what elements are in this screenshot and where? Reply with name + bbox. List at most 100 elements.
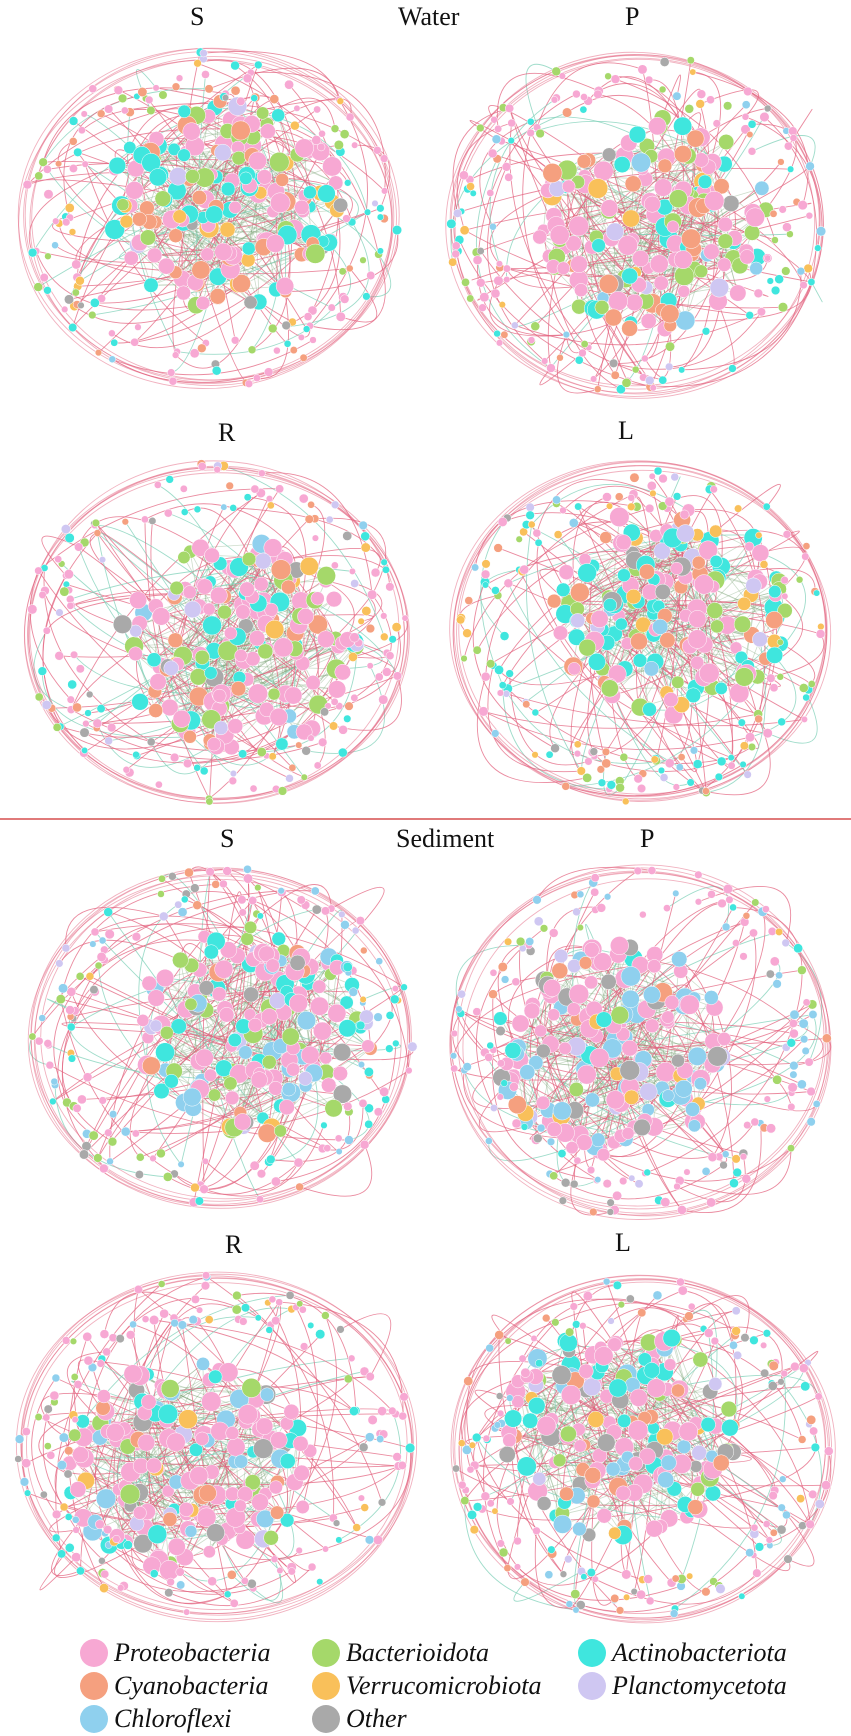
network-node [360, 542, 371, 553]
network-edge [84, 1457, 403, 1469]
network-node [486, 189, 495, 197]
network-node [131, 693, 149, 711]
network-node [744, 224, 761, 241]
network-node [350, 579, 359, 588]
network-edge [453, 461, 828, 797]
network-node [195, 295, 211, 311]
network-edge [509, 108, 651, 387]
network-node [763, 1095, 771, 1103]
network-node [796, 267, 806, 276]
network-node [119, 214, 134, 229]
network-edge [174, 596, 243, 606]
network-node [575, 1134, 593, 1151]
network-node [694, 870, 703, 879]
network-node [317, 142, 326, 152]
network-node [631, 365, 640, 374]
network-node [728, 364, 737, 373]
network-node [295, 1499, 310, 1515]
network-node [303, 312, 313, 321]
network-node [751, 898, 760, 907]
network-node [707, 1046, 728, 1067]
network-edge [767, 687, 818, 744]
network-edge [202, 871, 211, 1190]
network-edge [196, 114, 336, 184]
network-node [106, 722, 117, 733]
network-node [647, 866, 657, 875]
network-node [132, 750, 140, 759]
network-node [106, 1423, 125, 1442]
network-node [273, 637, 294, 658]
network-node [610, 370, 620, 380]
network-node [171, 351, 180, 359]
network-edge [684, 258, 768, 281]
network-node [498, 301, 506, 309]
network-node [658, 501, 668, 511]
network-node [573, 750, 582, 758]
network-node [193, 764, 201, 772]
network-node [456, 615, 466, 625]
section-divider [0, 818, 851, 820]
network-node [671, 1053, 685, 1068]
network-node [334, 663, 351, 681]
network-edge [630, 902, 723, 1000]
network-node [180, 895, 189, 904]
network-node [486, 1041, 494, 1050]
network-node [184, 867, 194, 878]
network-node [648, 472, 656, 480]
network-edge [206, 1276, 383, 1503]
network-nodes [22, 47, 403, 388]
network-node [77, 1094, 87, 1105]
network-node [709, 278, 730, 298]
network-edge [247, 878, 410, 1071]
network-node [722, 195, 740, 212]
network-node [747, 742, 757, 751]
section-title-sediment: Sediment [396, 824, 495, 853]
network-node [401, 614, 409, 622]
network-node [222, 866, 232, 876]
network-node [206, 737, 222, 752]
network-node [94, 349, 103, 357]
network-node [690, 655, 705, 670]
network-node [52, 217, 60, 225]
network-node [594, 1176, 602, 1184]
network-node [498, 681, 507, 690]
network-node [701, 327, 711, 336]
network-node [184, 1525, 198, 1538]
network-node [595, 1011, 613, 1028]
network-node [332, 1084, 353, 1104]
network-node [649, 489, 657, 497]
network-node [743, 770, 752, 779]
network-node [629, 472, 640, 483]
network-edge [115, 1363, 204, 1433]
network-node [194, 649, 210, 665]
network-node [279, 1513, 295, 1528]
network-node [324, 1099, 343, 1118]
network-edge [94, 1373, 134, 1530]
network-node [484, 1052, 494, 1062]
network-node [672, 889, 680, 897]
network-node [549, 1171, 559, 1181]
network-node [541, 357, 549, 365]
network-node [550, 96, 559, 104]
network-node [764, 254, 772, 262]
network-node [806, 1086, 816, 1097]
network-node [50, 1077, 59, 1086]
network-node [49, 1097, 57, 1106]
network-node [344, 179, 352, 187]
network-edge [70, 991, 194, 1109]
network-node [798, 683, 809, 693]
network-node [159, 911, 169, 922]
network-node [616, 384, 626, 395]
network-node [199, 766, 209, 776]
network-node [348, 567, 356, 575]
network-node [256, 169, 273, 185]
network-node [66, 695, 75, 704]
network-node [256, 1195, 265, 1204]
network-node [309, 336, 317, 344]
network-node [167, 632, 184, 649]
network-node [86, 690, 94, 699]
network-node [172, 209, 187, 224]
network-node [719, 1160, 728, 1170]
network-edge [76, 110, 185, 278]
network-node [630, 632, 648, 651]
